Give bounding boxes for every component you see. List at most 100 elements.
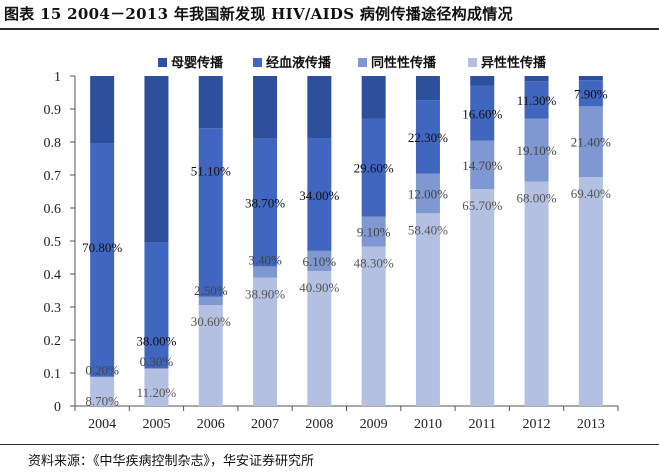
bar-segment: [415, 100, 440, 174]
y-tick-label: 0.2: [44, 334, 62, 349]
data-label-heterosexual: 38.90%: [245, 287, 285, 302]
bar-segment: [470, 76, 495, 86]
bar-segment: [144, 76, 169, 243]
data-label-homosexual: 3.40%: [248, 252, 282, 267]
data-label-homosexual: 0.30%: [140, 354, 174, 369]
x-tick-label: 2006: [197, 417, 225, 432]
bar-segment: [415, 173, 440, 214]
source-note: 资料来源：《中华疾病控制杂志》，华安证券研究所: [28, 454, 315, 469]
bar-segment: [470, 189, 495, 406]
y-tick-label: 0.3: [44, 301, 62, 316]
legend-swatch: [468, 58, 477, 67]
x-tick-label: 2005: [142, 417, 170, 432]
x-tick-label: 2013: [577, 417, 605, 432]
data-label-heterosexual: 69.40%: [571, 186, 611, 201]
data-label-blood: 16.60%: [462, 106, 502, 121]
data-label-blood: 38.00%: [136, 333, 176, 348]
data-label-heterosexual: 30.60%: [191, 314, 231, 329]
data-label-heterosexual: 48.30%: [354, 256, 394, 271]
bar-segment: [144, 368, 169, 370]
data-label-blood: 29.60%: [354, 161, 394, 176]
legend-label: 母婴传播: [171, 55, 224, 71]
x-tick-label: 2012: [523, 417, 551, 432]
data-label-blood: 70.80%: [82, 240, 122, 255]
bar-segment: [415, 76, 440, 101]
bar-segment: [578, 176, 603, 406]
y-tick-label: 0.9: [44, 103, 62, 118]
bar-segment: [307, 138, 332, 251]
bar-segment: [144, 369, 169, 406]
x-tick-label: 2009: [360, 417, 388, 432]
bar-segment: [361, 216, 386, 247]
bar-segment: [578, 80, 603, 107]
bar-segment: [470, 140, 495, 190]
data-label-heterosexual: 65.70%: [462, 198, 502, 213]
data-label-blood: 7.90%: [574, 86, 608, 101]
y-tick-label: 0.7: [44, 169, 62, 184]
bar-segment: [90, 377, 115, 406]
data-label-blood: 34.00%: [299, 188, 339, 203]
y-tick-label: 0.5: [44, 235, 62, 250]
x-tick-label: 2008: [305, 417, 333, 432]
data-label-blood: 22.30%: [408, 130, 448, 145]
title-rule: [0, 28, 659, 30]
data-label-heterosexual: 11.20%: [137, 385, 177, 400]
data-label-homosexual: 12.00%: [408, 186, 448, 201]
legend-label: 经血液传播: [266, 55, 332, 71]
bar-segment: [307, 76, 332, 139]
bar-segment: [253, 277, 278, 406]
bar-segment: [198, 305, 223, 406]
legend-label: 异性性传播: [481, 55, 547, 71]
data-label-homosexual: 6.10%: [303, 254, 337, 269]
bar-segment: [307, 250, 332, 272]
y-tick-label: 0.6: [44, 202, 62, 217]
data-label-heterosexual: 40.90%: [299, 280, 339, 295]
bar-segment: [361, 118, 386, 217]
bar-segment: [578, 106, 603, 177]
y-tick-label: 0.1: [44, 367, 62, 382]
bar-segment: [524, 81, 549, 119]
legend-label: 同性性传播: [371, 55, 437, 71]
data-label-homosexual: 19.10%: [517, 143, 557, 158]
bar-segment: [144, 242, 169, 369]
bar-segment: [90, 376, 115, 378]
data-label-heterosexual: 58.40%: [408, 222, 448, 237]
y-tick-label: 0: [54, 400, 61, 415]
y-tick-label: 0.4: [44, 268, 62, 283]
x-tick-label: 2010: [414, 417, 442, 432]
figure-title: 图表 15 2004－2013 年我国新发现 HIV/AIDS 病例传播途径构成…: [4, 5, 513, 23]
bar-segment: [198, 76, 223, 129]
bar-segment: [253, 266, 278, 278]
bar-segment: [253, 76, 278, 139]
y-tick-label: 1: [54, 70, 61, 85]
data-label-blood: 38.70%: [245, 196, 285, 211]
bar-segment: [198, 296, 223, 306]
data-label-blood: 51.10%: [191, 163, 231, 178]
bar-segment: [90, 76, 115, 143]
data-label-homosexual: 0.20%: [85, 363, 119, 378]
bar-segment: [524, 118, 549, 182]
legend-swatch: [253, 58, 262, 67]
bar-segment: [470, 85, 495, 141]
y-tick-label: 0.8: [44, 136, 62, 151]
bar-segment: [524, 76, 549, 82]
source-rule: [0, 444, 659, 445]
x-tick-label: 2004: [88, 417, 116, 432]
bar-segment: [578, 76, 603, 81]
data-label-homosexual: 21.40%: [571, 135, 611, 150]
data-label-homosexual: 2.50%: [194, 283, 228, 298]
x-tick-label: 2007: [251, 417, 279, 432]
bar-segment: [90, 142, 115, 377]
bar-segment: [361, 246, 386, 406]
legend-swatch: [158, 58, 167, 67]
data-label-heterosexual: 8.70%: [85, 393, 119, 408]
bar-segment: [307, 271, 332, 406]
x-tick-label: 2011: [469, 417, 496, 432]
data-label-blood: 11.30%: [517, 93, 557, 108]
legend-swatch: [358, 58, 367, 67]
data-label-heterosexual: 68.00%: [517, 191, 557, 206]
bar-segment: [415, 213, 440, 406]
bar-segment: [361, 76, 386, 119]
bar-segment: [253, 138, 278, 267]
